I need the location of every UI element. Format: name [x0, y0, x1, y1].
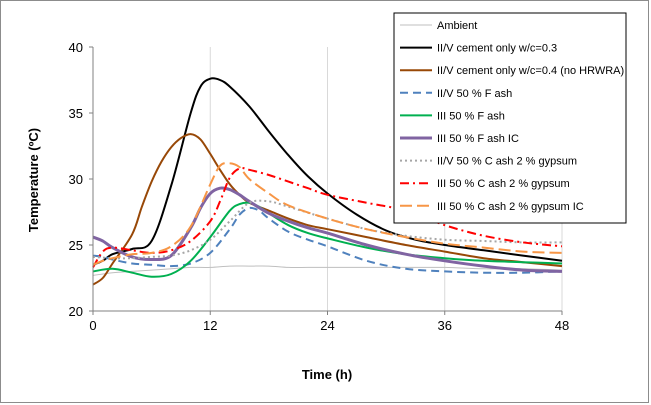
legend: Ambient II/V cement only w/c=0.3 II/V ceme… [393, 12, 627, 224]
series-line-8 [92, 161, 563, 266]
series-line-3 [92, 206, 563, 274]
legend-box [393, 12, 627, 224]
x-axis-title: Time (h) [302, 367, 352, 382]
x-tick-label: 48 [555, 318, 569, 333]
legend-label-1: II/V cement only w/c=0.3 [437, 43, 557, 55]
x-tick-label: 12 [203, 318, 217, 333]
series-line-5 [92, 186, 563, 273]
legend-label-5: III 50 % F ash IC [437, 133, 519, 145]
series-lines [92, 77, 563, 286]
y-axis-title: Temperature (ºC) [26, 128, 41, 232]
series-line-1 [92, 77, 563, 266]
x-tick-label: 36 [438, 318, 452, 333]
axis-ticks: 0 12 24 36 48 20 25 30 35 40 [69, 40, 570, 333]
legend-label-7: III 50 % C ash 2 % gypsum [437, 178, 570, 190]
legend-label-8: III 50 % C ash 2 % gypsum IC [437, 201, 584, 213]
series-line-2 [92, 133, 563, 286]
x-tick-label: 24 [320, 318, 334, 333]
legend-label-0: Ambient [437, 20, 477, 32]
series-line-0 [92, 265, 563, 276]
y-tick-label: 35 [69, 106, 83, 121]
y-tick-label: 30 [69, 172, 83, 187]
legend-label-2: II/V cement only w/c=0.4 (no HRWRA) [437, 65, 624, 77]
legend-label-3: II/V 50 % F ash [437, 88, 512, 100]
y-tick-label: 40 [69, 40, 83, 55]
y-tick-label: 25 [69, 238, 83, 253]
y-tick-label: 20 [69, 304, 83, 319]
legend-label-4: III 50 % F ash [437, 110, 505, 122]
series-line-7 [92, 166, 563, 268]
x-tick-label: 0 [89, 318, 96, 333]
legend-label-6: II/V 50 % C ash 2 % gypsum [437, 156, 577, 168]
